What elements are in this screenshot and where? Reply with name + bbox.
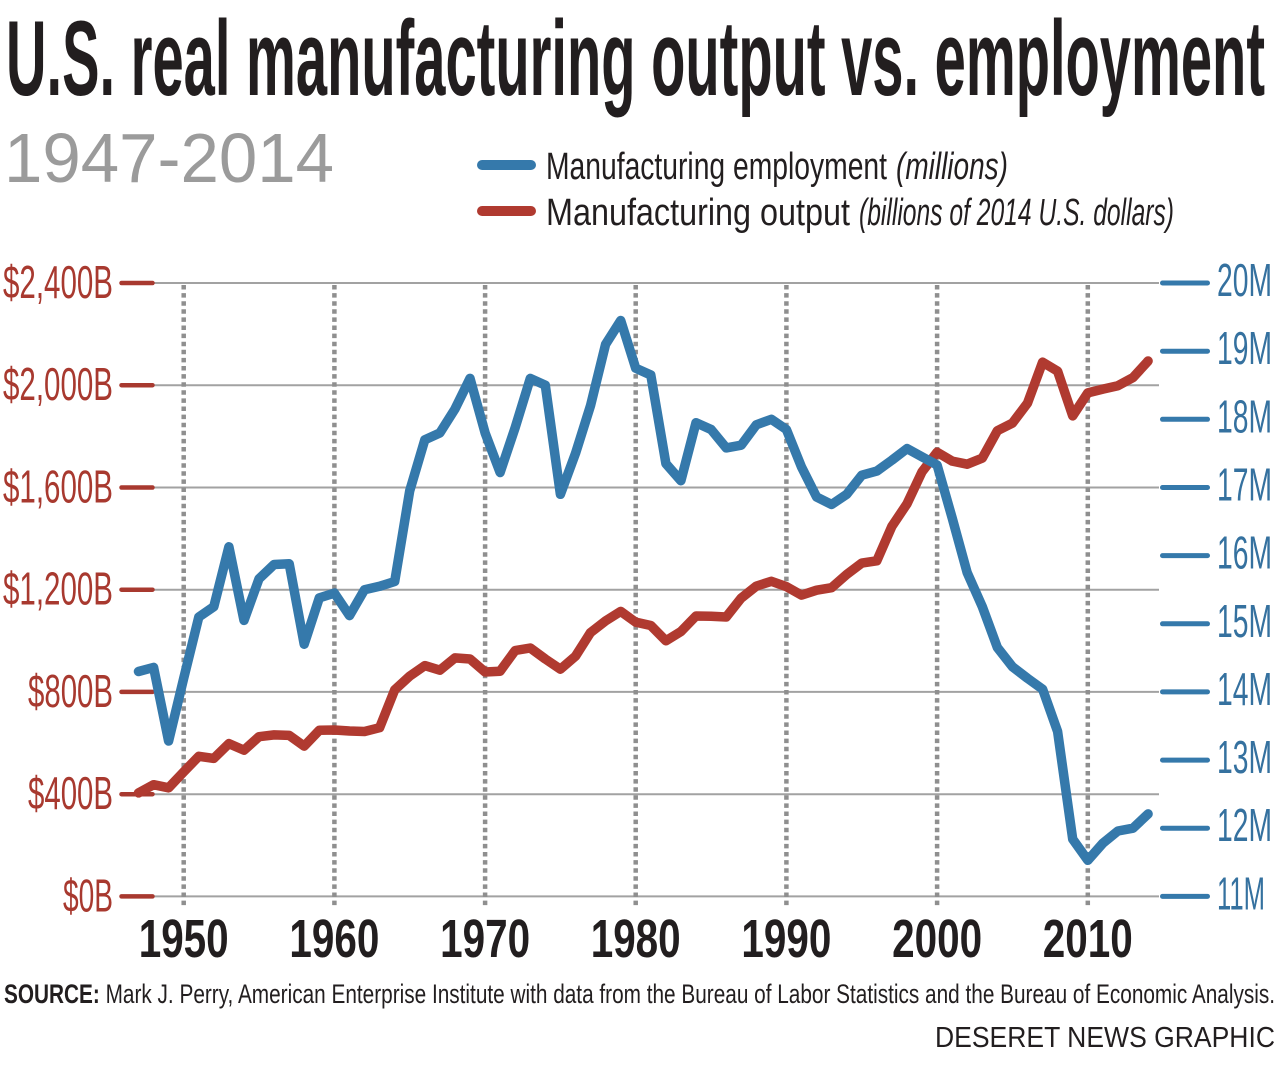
- svg-text:SOURCE: Mark J. Perry, America: SOURCE: Mark J. Perry, American Enterpri…: [4, 979, 1275, 1009]
- svg-text:17M: 17M: [1217, 459, 1272, 511]
- svg-text:$800B: $800B: [28, 665, 113, 717]
- svg-text:1980: 1980: [591, 909, 681, 969]
- svg-text:DESERET NEWS GRAPHIC: DESERET NEWS GRAPHIC: [935, 1022, 1275, 1054]
- svg-text:1970: 1970: [440, 909, 530, 969]
- svg-text:16M: 16M: [1217, 527, 1272, 579]
- svg-text:$1,600B: $1,600B: [3, 461, 113, 513]
- svg-text:1960: 1960: [289, 909, 379, 969]
- svg-text:19M: 19M: [1217, 322, 1272, 374]
- svg-text:Manufacturing output: Manufacturing output: [546, 192, 850, 234]
- svg-text:U.S. real manufacturing output: U.S. real manufacturing output vs. emplo…: [6, 0, 1265, 118]
- svg-text:1990: 1990: [741, 909, 831, 969]
- svg-text:1950: 1950: [139, 909, 229, 969]
- svg-text:$0B: $0B: [63, 869, 113, 921]
- svg-text:20M: 20M: [1217, 254, 1272, 306]
- svg-text:(millions): (millions): [896, 146, 1008, 188]
- svg-text:$2,000B: $2,000B: [3, 358, 113, 410]
- svg-text:2000: 2000: [892, 909, 982, 969]
- svg-text:2010: 2010: [1043, 909, 1133, 969]
- svg-text:14M: 14M: [1217, 663, 1272, 715]
- svg-text:15M: 15M: [1217, 595, 1272, 647]
- svg-text:13M: 13M: [1217, 731, 1272, 783]
- svg-text:$1,200B: $1,200B: [3, 563, 113, 615]
- svg-text:(billions of 2014 U.S. dollars: (billions of 2014 U.S. dollars): [859, 192, 1174, 234]
- svg-text:11M: 11M: [1217, 867, 1265, 919]
- svg-text:$2,400B: $2,400B: [3, 256, 113, 308]
- svg-text:1947-2014: 1947-2014: [4, 119, 334, 197]
- svg-text:$400B: $400B: [28, 767, 113, 819]
- svg-text:18M: 18M: [1217, 390, 1272, 442]
- svg-text:Manufacturing employment: Manufacturing employment: [546, 146, 887, 188]
- svg-text:12M: 12M: [1217, 799, 1272, 851]
